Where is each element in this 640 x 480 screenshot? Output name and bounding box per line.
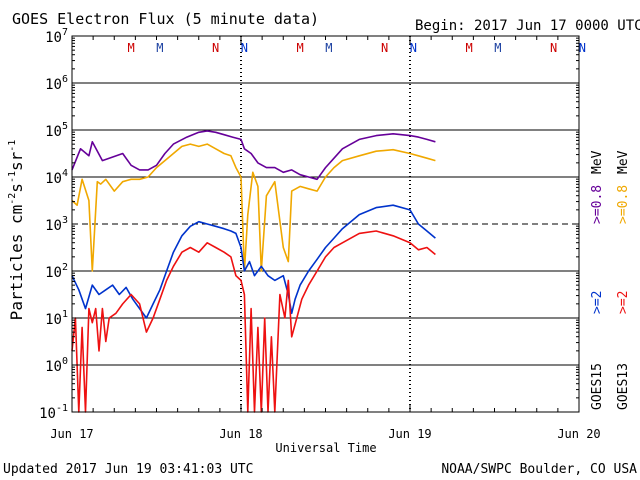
satellite-marker: M [325, 41, 332, 55]
y-tick-label: 103 [45, 215, 68, 234]
y-axis-label: Particles cm-2s-1sr-1 [7, 140, 26, 321]
legend-goes13-2mev: >=2 [616, 291, 631, 314]
x-axis-label: Universal Time [275, 441, 376, 455]
day-separators [240, 36, 411, 412]
axis-ticks [71, 35, 580, 413]
satellite-marker: N [550, 41, 557, 55]
series-line [71, 130, 436, 181]
satellite-marker: N [241, 41, 248, 55]
satellite-marker: N [579, 41, 586, 55]
satellite-marker: N [212, 41, 219, 55]
x-tick-label: Jun 19 [388, 427, 431, 441]
series-line [71, 230, 436, 413]
satellite-marker: N [410, 41, 417, 55]
updated-timestamp: Updated 2017 Jun 19 03:41:03 UTC [3, 462, 253, 477]
begin-date: Begin: 2017 Jun 17 0000 UTC [415, 18, 640, 34]
legend-goes15-2mev: >=2 [590, 291, 605, 314]
y-tick-label: 107 [45, 27, 68, 46]
y-tick-label: 100 [45, 356, 68, 375]
legend-goes13: GOES13 >=2 >=0.8 MeV [616, 150, 631, 410]
y-tick-label: 101 [45, 309, 68, 328]
satellite-marker: M [297, 41, 304, 55]
y-tick-label: 104 [45, 168, 68, 187]
legend-goes13-unit: MeV [616, 150, 631, 174]
x-tick-label: Jun 18 [219, 427, 262, 441]
satellite-marker: N [381, 41, 388, 55]
grid-lines [72, 82, 579, 366]
satellite-marker: M [494, 41, 501, 55]
x-tick-label: Jun 17 [50, 427, 93, 441]
credit-line: NOAA/SWPC Boulder, CO USA [441, 462, 637, 477]
satellite-marker: M [128, 41, 135, 55]
y-tick-label: 10-1 [39, 403, 68, 422]
legend-goes15-label: GOES15 [590, 363, 605, 410]
satellite-marker: M [156, 41, 163, 55]
series-layer [71, 130, 436, 413]
legend-goes13-label: GOES13 [616, 363, 631, 410]
chart-title: GOES Electron Flux (5 minute data) [12, 10, 319, 28]
legend-goes15: GOES15 >=2 >=0.8 MeV [590, 150, 605, 410]
legend-goes15-unit: MeV [590, 150, 605, 174]
y-tick-label: 106 [45, 74, 68, 93]
series-line [71, 143, 436, 272]
satellite-marker: M [466, 41, 473, 55]
x-tick-label: Jun 20 [557, 427, 600, 441]
y-tick-label: 102 [45, 262, 68, 281]
legend-goes13-08mev: >=0.8 [616, 185, 631, 224]
y-tick-label: 105 [45, 121, 68, 140]
series-line [71, 204, 436, 319]
y-tick-labels: 10-1 100 101 102 103 104 105 106 107 [39, 27, 68, 422]
legend-goes15-08mev: >=0.8 [590, 185, 605, 224]
x-tick-labels: Jun 17 Jun 18 Jun 19 Jun 20 [50, 427, 600, 441]
